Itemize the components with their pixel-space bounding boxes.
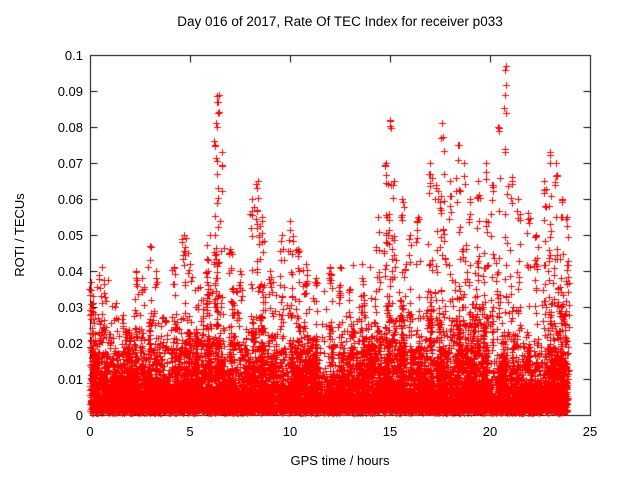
y-axis-label: ROTI / TECUs: [12, 193, 27, 277]
x-tick-label: 20: [482, 424, 498, 439]
y-tick-label: 0.1: [64, 48, 83, 63]
y-tick-label: 0.03: [57, 300, 83, 315]
y-tick-label: 0.09: [57, 84, 83, 99]
y-tick-label: 0.02: [57, 336, 83, 351]
x-tick-label: 10: [282, 424, 298, 439]
x-tick-label: 15: [382, 424, 398, 439]
y-tick-label: 0.05: [57, 228, 83, 243]
x-tick-label: 5: [186, 424, 194, 439]
y-tick-label: 0.07: [57, 156, 83, 171]
chart-title: Day 016 of 2017, Rate Of TEC Index for r…: [177, 14, 503, 29]
y-tick-label: 0.06: [57, 192, 83, 207]
x-axis-label: GPS time / hours: [290, 453, 390, 468]
y-tick-label: 0: [75, 408, 83, 423]
y-tick-label: 0.08: [57, 120, 83, 135]
y-tick-label: 0.01: [57, 372, 83, 387]
x-tick-label: 0: [86, 424, 94, 439]
x-tick-label: 25: [582, 424, 598, 439]
y-tick-label: 0.04: [57, 264, 83, 279]
